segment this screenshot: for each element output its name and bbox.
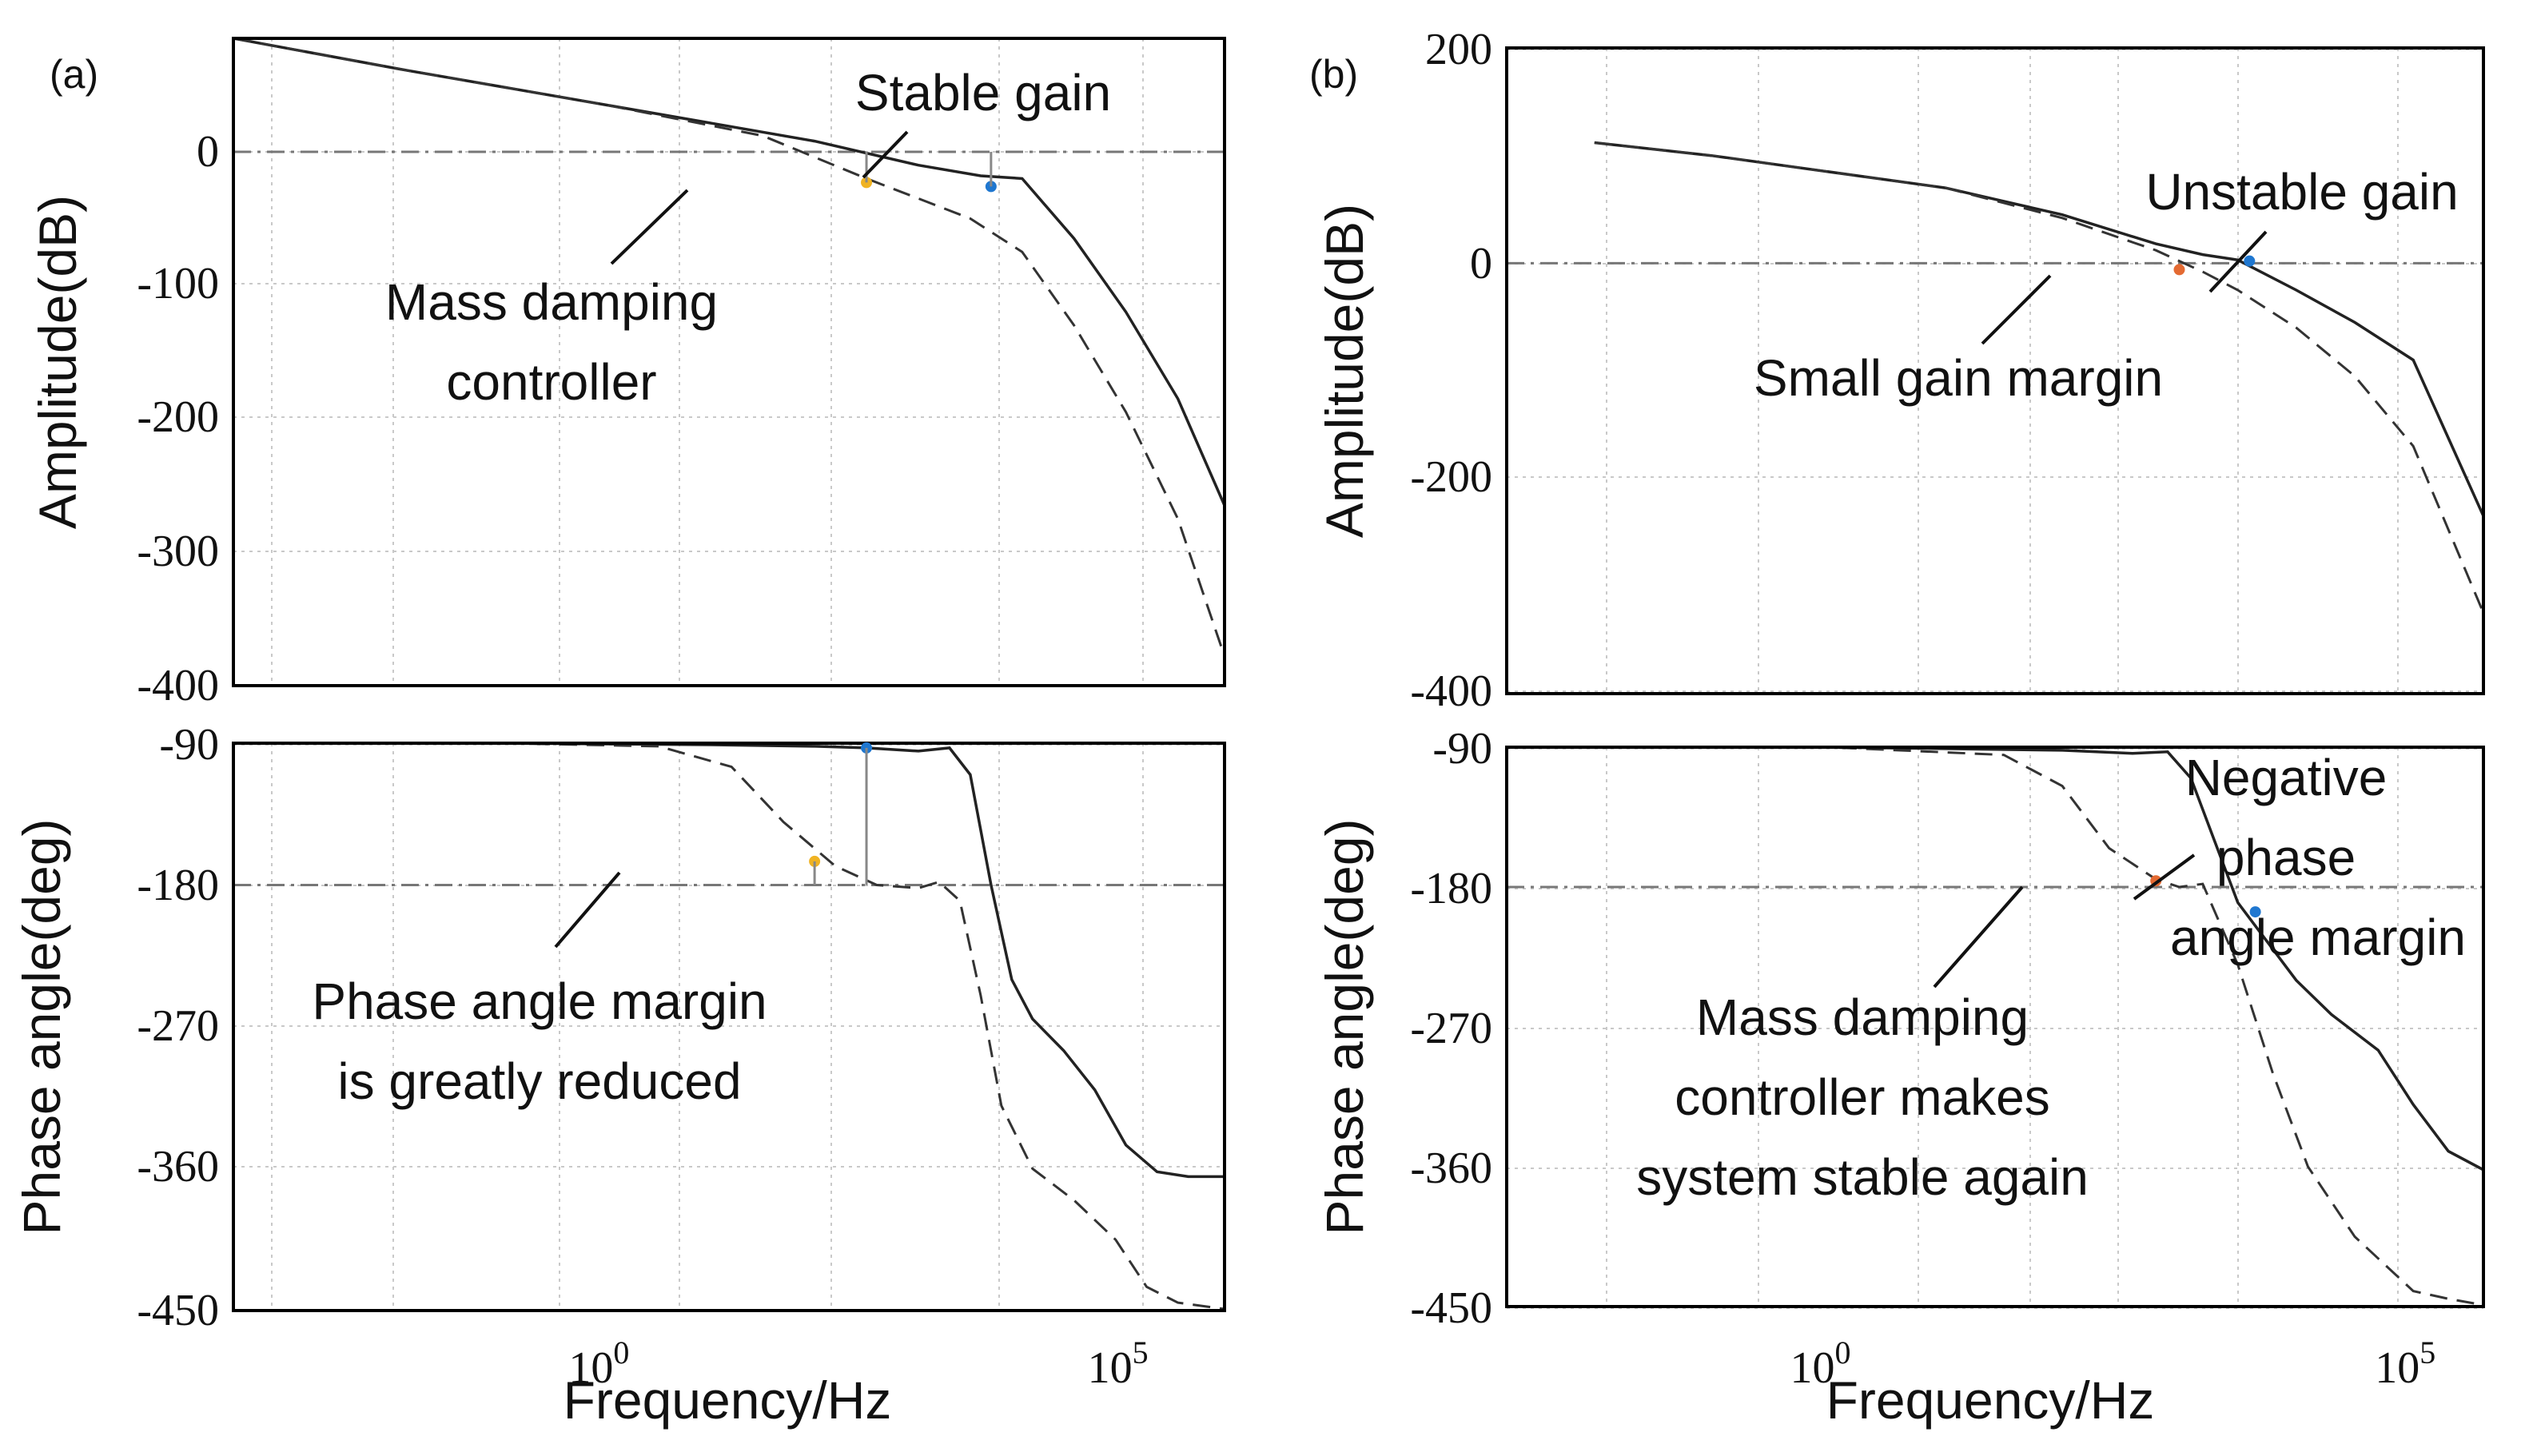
panel-1-label: (b) — [1309, 52, 1358, 97]
panel-0-label: (a) — [50, 52, 98, 97]
panel-0-amplitude-ytick: -100 — [137, 259, 219, 308]
panel-0-phase-plot: -90 -180 -270 -360 -450 — [137, 720, 1226, 1335]
panel-0-amplitude-dashed-curve — [233, 38, 1225, 657]
arrow — [2133, 853, 2196, 901]
panel-0-phase-ytick: -450 — [137, 1286, 219, 1335]
panel-0-phase-solid-curve — [233, 743, 1225, 1179]
panel-0-xtick: 100 — [568, 1335, 629, 1393]
panel-1-phase-solid-curve — [1594, 747, 2483, 1172]
panel-0-phase-ylabel: Phase angle(deg) — [12, 818, 71, 1235]
panel-0-amplitude-ytick: -300 — [137, 527, 219, 576]
panel-1-amplitude-orange-marker — [2173, 264, 2185, 276]
annotation-controller-makes: controller makes — [1675, 1068, 2050, 1126]
arrow — [862, 130, 909, 179]
annotation-mass-damping: Mass damping — [1696, 989, 2029, 1046]
panel-1-phase-ylabel: Phase angle(deg) — [1315, 818, 1374, 1235]
panel-1-phase-dashed-curve — [1594, 747, 2483, 1307]
panel-0-amplitude-ytick: -400 — [137, 661, 219, 710]
panel-1-xtick: 105 — [2375, 1335, 2435, 1393]
panel-1-xlabel: Frequency/Hz — [1826, 1370, 2155, 1430]
annotation-negative: Negative — [2185, 749, 2388, 806]
annotation-mass-damping: Mass damping — [385, 273, 718, 331]
panel-1-amplitude-frame — [1505, 46, 2485, 695]
panel-1-amplitude-blue-marker — [2244, 255, 2256, 267]
annotation-phase-margin: Phase angle margin — [312, 973, 767, 1030]
panel-0-amplitude-grid — [233, 38, 1225, 686]
panel-1-phase-ytick: -450 — [1410, 1283, 1492, 1333]
panel-0-xtick: 105 — [1088, 1335, 1149, 1393]
arrow — [1933, 885, 2024, 989]
panel-1-amplitude-ytick: 200 — [1425, 25, 1492, 74]
annotation-small-gain-margin: Small gain margin — [1754, 349, 2163, 407]
annotation-phase: phase — [2216, 829, 2356, 886]
arrow — [1981, 274, 2052, 345]
panel-1-amplitude-plot: 200 0 -200 -400 — [1410, 25, 2485, 716]
panel-1-amplitude-ytick: -200 — [1410, 452, 1492, 502]
panel-0-phase-ytick: -180 — [137, 861, 219, 910]
panel-1-phase-ytick: -90 — [1432, 724, 1492, 774]
panel-0-phase-dashed-curve — [233, 743, 1225, 1311]
panel-0-phase-ytick: -90 — [159, 720, 219, 770]
annotation-system-stable-again: system stable again — [1636, 1148, 2089, 1206]
arrow — [610, 189, 689, 265]
annotation-controller: controller — [446, 353, 656, 411]
panel-1-amplitude-dashed-curve — [1594, 141, 2483, 614]
panel-0-amplitude-frame — [232, 37, 1226, 687]
panel-0-amplitude-plot: 0 -100 -200 -300 -400 — [137, 37, 1226, 710]
arrow — [554, 871, 621, 949]
panel-1-phase-ytick: -180 — [1410, 864, 1492, 913]
panel-1-phase-ytick: -360 — [1410, 1144, 1492, 1193]
panel-1-phase-ytick: -270 — [1410, 1004, 1492, 1053]
arrow — [2208, 230, 2268, 293]
panel-1-phase-blue-marker — [2249, 906, 2261, 918]
panel-1-phase-frame — [1505, 746, 2485, 1308]
panel-0-phase-ytick: -270 — [137, 1001, 219, 1051]
panel-0-amplitude-ytick: -200 — [137, 392, 219, 442]
panel-1-xtick: 100 — [1790, 1335, 1850, 1393]
panel-0-amplitude-ytick: 0 — [197, 127, 219, 177]
panel-1-amplitude-ytick: 0 — [1470, 239, 1492, 288]
panel-0-phase-ytick: -360 — [137, 1142, 219, 1191]
annotation-greatly-reduced: is greatly reduced — [337, 1052, 741, 1110]
annotation-unstable-gain: Unstable gain — [2145, 163, 2458, 221]
annotation-angle-margin: angle margin — [2170, 909, 2466, 966]
panel-0-phase-frame — [232, 742, 1226, 1312]
panel-1-phase-plot: -90 -180 -270 -360 -450 — [1410, 724, 2485, 1333]
panel-1-amplitude-ylabel: Amplitude(dB) — [1315, 204, 1374, 538]
panel-1-amplitude-grid — [1507, 48, 2483, 694]
panel-1-amplitude-ytick: -400 — [1410, 666, 1492, 716]
annotation-stable-gain: Stable gain — [855, 64, 1111, 121]
panel-0-xlabel: Frequency/Hz — [564, 1370, 892, 1430]
panel-0-amplitude-ylabel: Amplitude(dB) — [28, 195, 87, 529]
